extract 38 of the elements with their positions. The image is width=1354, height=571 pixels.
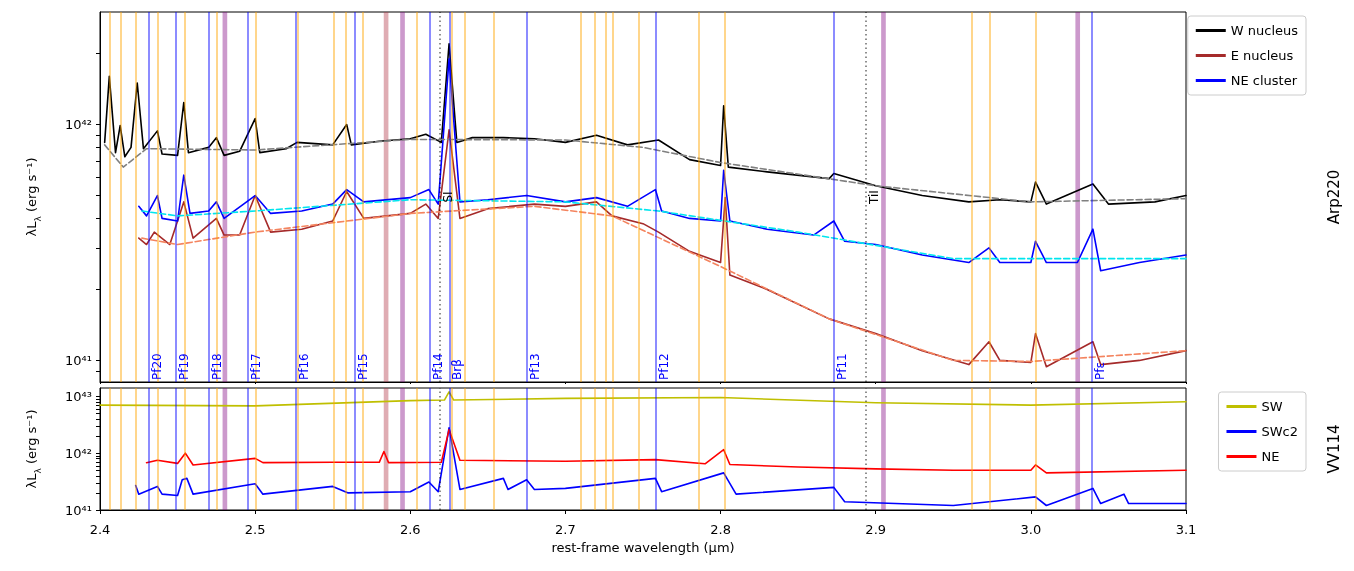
ref-line-label: Pf13 <box>527 353 542 380</box>
ref-line-label: Pf17 <box>248 353 263 380</box>
x-tick-label: 2.4 <box>89 521 111 537</box>
x-tick-label: 2.8 <box>710 521 731 537</box>
legend-label: E nucleus <box>1230 48 1294 63</box>
ref-line-label: Pf14 <box>430 353 445 380</box>
ref-line-label: SI <box>440 191 455 203</box>
ref-line-label: Pf18 <box>209 353 224 380</box>
ref-line-label: Pf15 <box>355 353 370 380</box>
x-tick-label: 2.5 <box>244 521 266 537</box>
ref-line-label: Pf16 <box>296 353 311 380</box>
legend-label: W nucleus <box>1230 23 1299 38</box>
ref-line-label: Brβ <box>450 359 465 380</box>
x-tick-label: 2.6 <box>399 521 421 537</box>
ref-line-label: TiI <box>866 190 881 205</box>
legend-label: SWc2 <box>1261 424 1299 439</box>
legend-label: NE cluster <box>1230 73 1298 88</box>
x-axis-title: rest-frame wavelength (μm) <box>551 539 735 555</box>
ref-line-label: Pfε <box>1092 362 1107 380</box>
ref-line-label: Pf12 <box>656 353 671 380</box>
y-tick-label: 10⁴² <box>65 117 92 133</box>
y-tick-label: 10⁴² <box>65 445 92 461</box>
legend-label: SW <box>1261 399 1283 414</box>
ref-line-label: Pf19 <box>177 353 192 380</box>
x-tick-label: 2.7 <box>555 521 576 537</box>
y-axis-title: λLλ (erg s⁻¹) <box>23 409 43 489</box>
y-tick-label: 10⁴³ <box>65 388 92 404</box>
y-axis-title: λLλ (erg s⁻¹) <box>23 157 43 237</box>
x-tick-label: 3.0 <box>1020 521 1042 537</box>
ref-line-label: Pf11 <box>834 353 849 380</box>
x-tick-label: 3.1 <box>1175 521 1197 537</box>
legend-label: NE <box>1261 449 1280 464</box>
x-tick-label: 2.9 <box>865 521 887 537</box>
ref-line-label: Pf20 <box>149 353 164 380</box>
y-tick-label: 10⁴¹ <box>65 502 92 518</box>
text: VV114 <box>1325 424 1343 474</box>
y-tick-label: 10⁴¹ <box>65 352 92 368</box>
text: Arp220 <box>1325 169 1343 225</box>
